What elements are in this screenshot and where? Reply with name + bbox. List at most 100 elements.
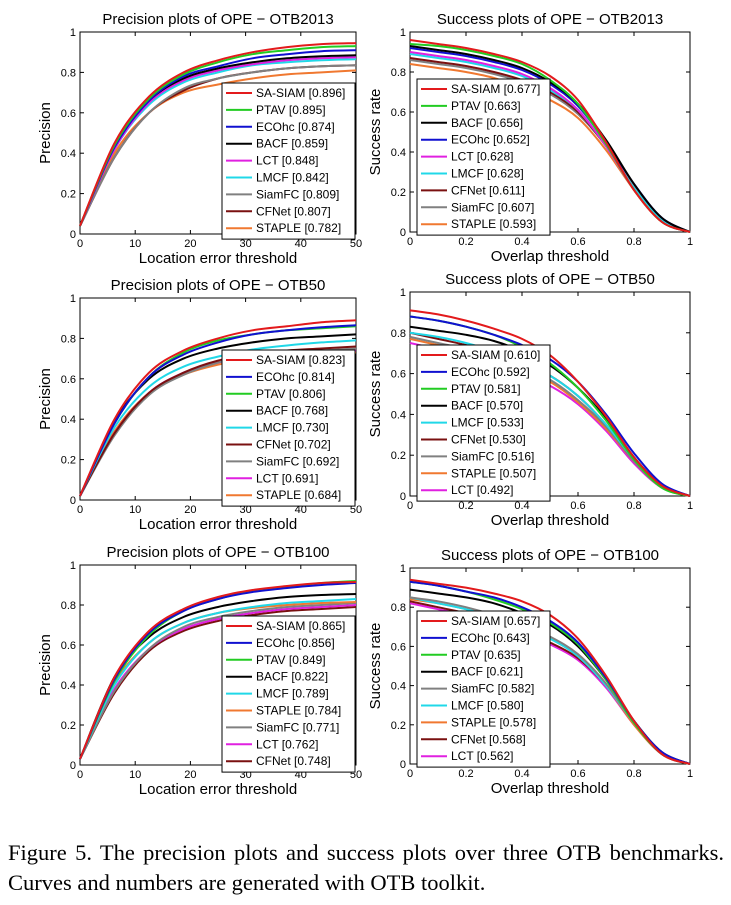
legend-entry-ecohc: ECOhc [0.643] bbox=[451, 631, 530, 645]
x-axis-label: Location error threshold bbox=[139, 250, 297, 267]
x-tick-label: 20 bbox=[184, 238, 196, 250]
series-line-cfnet bbox=[79, 606, 357, 760]
x-tick-label: 50 bbox=[350, 238, 362, 250]
legend-entry-sa-siam: SA-SIAM [0.823] bbox=[256, 353, 345, 367]
y-tick-label: 0.6 bbox=[391, 641, 406, 653]
y-tick-label: 1 bbox=[70, 293, 76, 305]
legend-entry-siamfc: SiamFC [0.607] bbox=[451, 200, 534, 214]
legend-entry-cfnet: CFNet [0.568] bbox=[451, 732, 526, 746]
series-line-cfnet bbox=[79, 345, 357, 497]
legend-entry-ecohc: ECOhc [0.652] bbox=[451, 133, 530, 147]
y-tick-label: 0.8 bbox=[391, 602, 406, 614]
legend-entry-cfnet: CFNet [0.530] bbox=[451, 433, 526, 447]
x-tick-label: 0.2 bbox=[458, 500, 473, 512]
y-tick-label: 0.2 bbox=[61, 455, 76, 467]
x-tick-label: 20 bbox=[184, 504, 196, 516]
x-tick-label: 0.6 bbox=[570, 236, 585, 248]
legend-entry-siamfc: SiamFC [0.516] bbox=[451, 449, 534, 463]
legend-entry-bacf: BACF [0.859] bbox=[256, 137, 328, 151]
y-tick-label: 1 bbox=[400, 563, 406, 575]
x-axis-label: Location error threshold bbox=[139, 781, 297, 798]
y-tick-label: 1 bbox=[400, 27, 406, 39]
x-axis-label: Location error threshold bbox=[139, 516, 297, 533]
y-axis-label: Precision bbox=[37, 368, 54, 430]
legend-entry-siamfc: SiamFC [0.692] bbox=[256, 454, 339, 468]
x-tick-label: 10 bbox=[129, 238, 141, 250]
x-tick-label: 40 bbox=[295, 504, 307, 516]
series-line-lmcf bbox=[79, 598, 357, 760]
legend-entry-cfnet: CFNet [0.611] bbox=[451, 183, 525, 197]
chart-title: Precision plots of OPE − OTB100 bbox=[106, 544, 329, 561]
x-tick-label: 0.6 bbox=[570, 500, 585, 512]
legend-entry-sa-siam: SA-SIAM [0.865] bbox=[256, 619, 345, 633]
legend-entry-bacf: BACF [0.768] bbox=[256, 404, 328, 418]
x-tick-label: 0.6 bbox=[570, 768, 585, 780]
chart-title: Success plots of OPE − OTB100 bbox=[441, 547, 659, 564]
x-tick-label: 0 bbox=[77, 769, 83, 781]
figure-caption: Figure 5. The precision plots and succes… bbox=[8, 840, 724, 895]
legend-entry-ecohc: ECOhc [0.592] bbox=[451, 365, 530, 379]
succ-otb2013-chart: 0 0.2 0.4 0.6 0.8 1 0 0.2 0.4 0.6 0.8 1 Success plot… bbox=[367, 11, 693, 265]
y-tick-label: 0.4 bbox=[391, 147, 406, 159]
series-line-lct bbox=[79, 56, 357, 227]
y-tick-label: 0.4 bbox=[61, 414, 76, 426]
legend-entry-ptav: PTAV [0.581] bbox=[451, 382, 521, 396]
legend-entry-ptav: PTAV [0.806] bbox=[256, 387, 326, 401]
legend-entry-staple: STAPLE [0.593] bbox=[451, 217, 536, 231]
x-tick-label: 0.2 bbox=[458, 236, 473, 248]
x-axis-label: Overlap threshold bbox=[491, 780, 609, 797]
legend-entry-lct: LCT [0.691] bbox=[256, 471, 318, 485]
legend-entry-ecohc: ECOhc [0.874] bbox=[256, 120, 335, 134]
x-tick-label: 0.4 bbox=[514, 500, 529, 512]
y-tick-label: 1 bbox=[70, 27, 76, 39]
y-axis-label: Success rate bbox=[367, 89, 384, 176]
y-axis-label: Success rate bbox=[367, 351, 384, 438]
legend-entry-staple: STAPLE [0.684] bbox=[256, 488, 341, 502]
x-tick-label: 30 bbox=[239, 238, 251, 250]
y-tick-label: 0 bbox=[400, 759, 406, 771]
legend-entry-siamfc: SiamFC [0.771] bbox=[256, 720, 339, 734]
x-tick-label: 40 bbox=[295, 238, 307, 250]
x-tick-label: 30 bbox=[239, 504, 251, 516]
legend-entry-bacf: BACF [0.656] bbox=[451, 116, 523, 130]
series-line-ecohc bbox=[79, 582, 357, 760]
legend-entry-staple: STAPLE [0.782] bbox=[256, 221, 341, 235]
legend-entry-lmcf: LMCF [0.789] bbox=[256, 687, 329, 701]
legend-entry-lmcf: LMCF [0.580] bbox=[451, 699, 524, 713]
legend-entry-ecohc: ECOhc [0.856] bbox=[256, 636, 335, 650]
legend-entry-sa-siam: SA-SIAM [0.657] bbox=[451, 614, 540, 628]
y-tick-label: 0.8 bbox=[61, 67, 76, 79]
legend-entry-ptav: PTAV [0.663] bbox=[451, 99, 521, 113]
legend-entry-lmcf: LMCF [0.730] bbox=[256, 421, 329, 435]
legend-entry-sa-siam: SA-SIAM [0.896] bbox=[256, 86, 345, 100]
x-tick-label: 1 bbox=[687, 768, 693, 780]
y-tick-label: 0.4 bbox=[61, 680, 76, 692]
legend-entry-staple: STAPLE [0.578] bbox=[451, 715, 536, 729]
y-tick-label: 0 bbox=[70, 229, 76, 241]
series-line-ptav bbox=[79, 45, 357, 227]
x-tick-label: 1 bbox=[687, 236, 693, 248]
y-axis-label: Precision bbox=[37, 102, 54, 164]
series-line-sa-siam bbox=[409, 39, 691, 233]
series-line-sa-siam bbox=[79, 42, 357, 227]
y-tick-label: 0.6 bbox=[391, 107, 406, 119]
y-tick-label: 0 bbox=[400, 491, 406, 503]
legend-entry-lct: LCT [0.492] bbox=[451, 483, 513, 497]
y-tick-label: 1 bbox=[400, 287, 406, 299]
legend-entry-sa-siam: SA-SIAM [0.610] bbox=[451, 348, 540, 362]
x-axis-label: Overlap threshold bbox=[491, 512, 609, 529]
y-tick-label: 0 bbox=[400, 227, 406, 239]
y-tick-label: 0.4 bbox=[391, 409, 406, 421]
legend-entry-lct: LCT [0.562] bbox=[451, 749, 513, 763]
legend-entry-cfnet: CFNet [0.807] bbox=[256, 204, 331, 218]
legend-entry-bacf: BACF [0.822] bbox=[256, 670, 328, 684]
series-line-staple bbox=[79, 69, 357, 227]
succ-otb50-chart: 0 0.2 0.4 0.6 0.8 1 0 0.2 0.4 0.6 0.8 1 Success plot… bbox=[367, 271, 693, 529]
y-tick-label: 0 bbox=[70, 760, 76, 772]
x-tick-label: 0.2 bbox=[458, 768, 473, 780]
series-line-lmcf bbox=[79, 339, 357, 497]
legend-entry-lmcf: LMCF [0.842] bbox=[256, 171, 329, 185]
legend-entry-staple: STAPLE [0.507] bbox=[451, 466, 536, 480]
legend-entry-siamfc: SiamFC [0.582] bbox=[451, 682, 534, 696]
x-tick-label: 0 bbox=[407, 768, 413, 780]
